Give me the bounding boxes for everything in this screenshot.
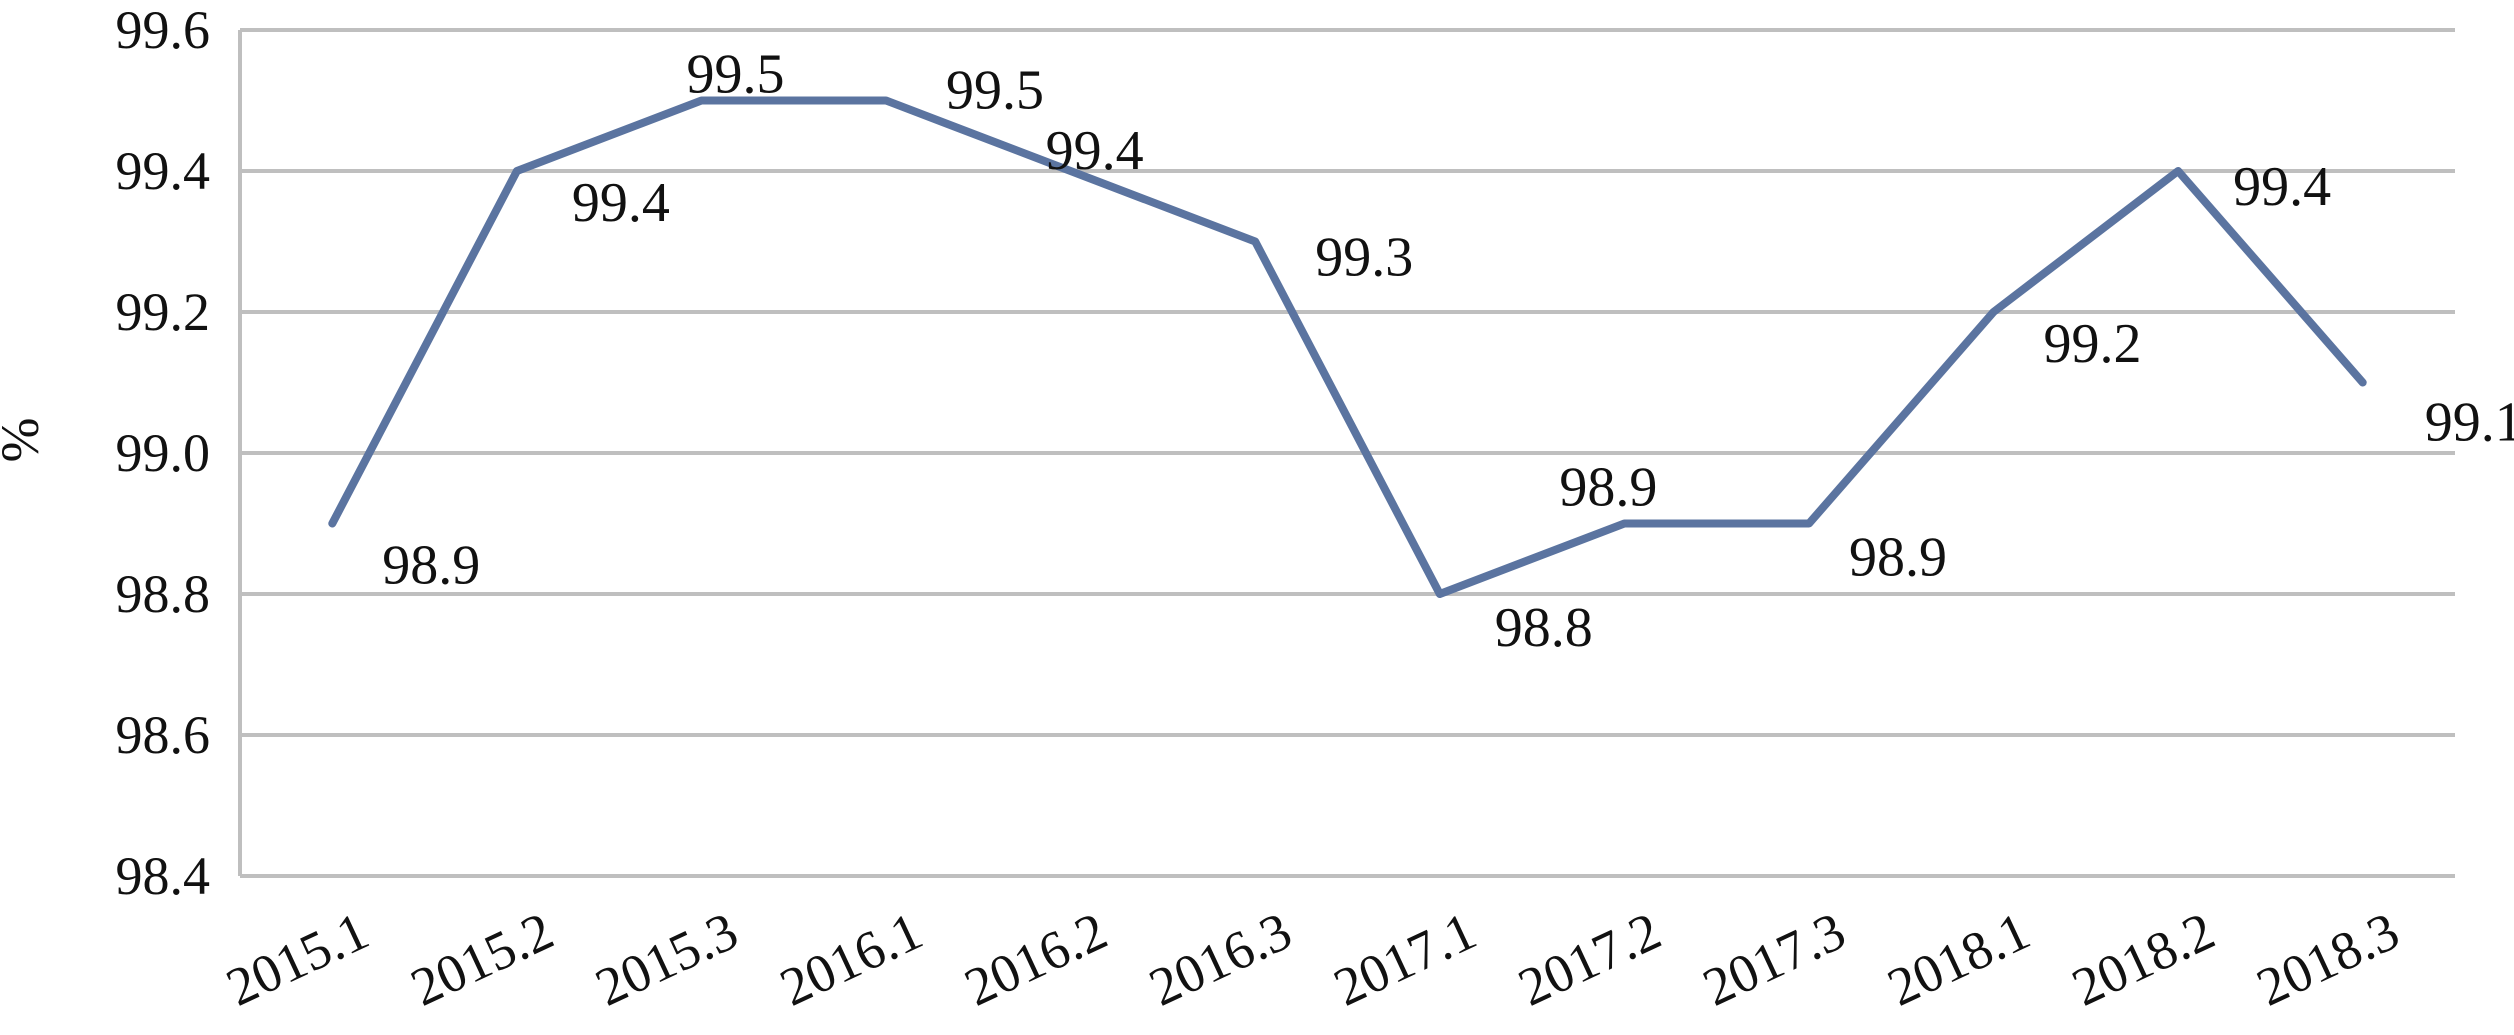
data-label: 98.8 [1495,597,1593,659]
series-line [328,96,2367,598]
data-label: 99.1 [2425,392,2514,454]
data-label: 99.4 [1046,120,1144,182]
y-tick-label: 99.2 [116,282,211,342]
y-tick-label: 99.0 [116,423,211,483]
data-label: 99.3 [1315,227,1413,289]
x-tick-label: 2016.3 [1140,900,1300,1017]
data-label: 99.2 [2044,313,2142,375]
x-tick-labels: 2015.1 2015.2 2015.3 2016.1 2016.2 2016.3 2017… [217,900,2407,1017]
x-tick-label: 2016.1 [771,900,931,1017]
series-lines [328,96,2367,598]
data-labels: 98.999.499.5 99.599.499.398.898.998.999.2… [382,44,2514,660]
y-tick-label: 98.8 [116,564,211,624]
x-tick-label: 2017.1 [1325,900,1485,1017]
data-label: 99.4 [2233,156,2331,218]
y-axis-title: % [0,418,50,463]
y-tick-label: 99.6 [116,0,211,60]
y-tick-labels: 98.4 98.6 98.8 99.0 99.2 99.4 99.6 [116,0,211,906]
x-tick-label: 2017.3 [1694,900,1854,1017]
data-label: 98.9 [1559,457,1657,519]
axes [238,30,2455,878]
grid-lines [240,28,2455,737]
data-label: 98.9 [382,535,480,597]
x-tick-label: 2018.1 [1879,900,2039,1017]
data-label: 99.4 [572,172,670,234]
y-tick-label: 99.4 [116,141,211,201]
y-tick-label: 98.4 [116,846,211,906]
x-tick-label: 2015.1 [217,900,377,1017]
x-tick-label: 2017.2 [1510,900,1670,1017]
x-tick-label: 2018.2 [2063,900,2223,1017]
x-tick-label: 2016.2 [956,900,1116,1017]
data-label: 99.5 [946,60,1044,122]
data-label: 99.5 [686,44,784,106]
y-tick-label: 98.6 [116,705,211,765]
x-tick-label: 2018.3 [2248,900,2408,1017]
x-tick-label: 2015.2 [402,900,562,1017]
x-tick-label: 2015.3 [587,900,747,1017]
data-label: 98.9 [1849,527,1947,589]
